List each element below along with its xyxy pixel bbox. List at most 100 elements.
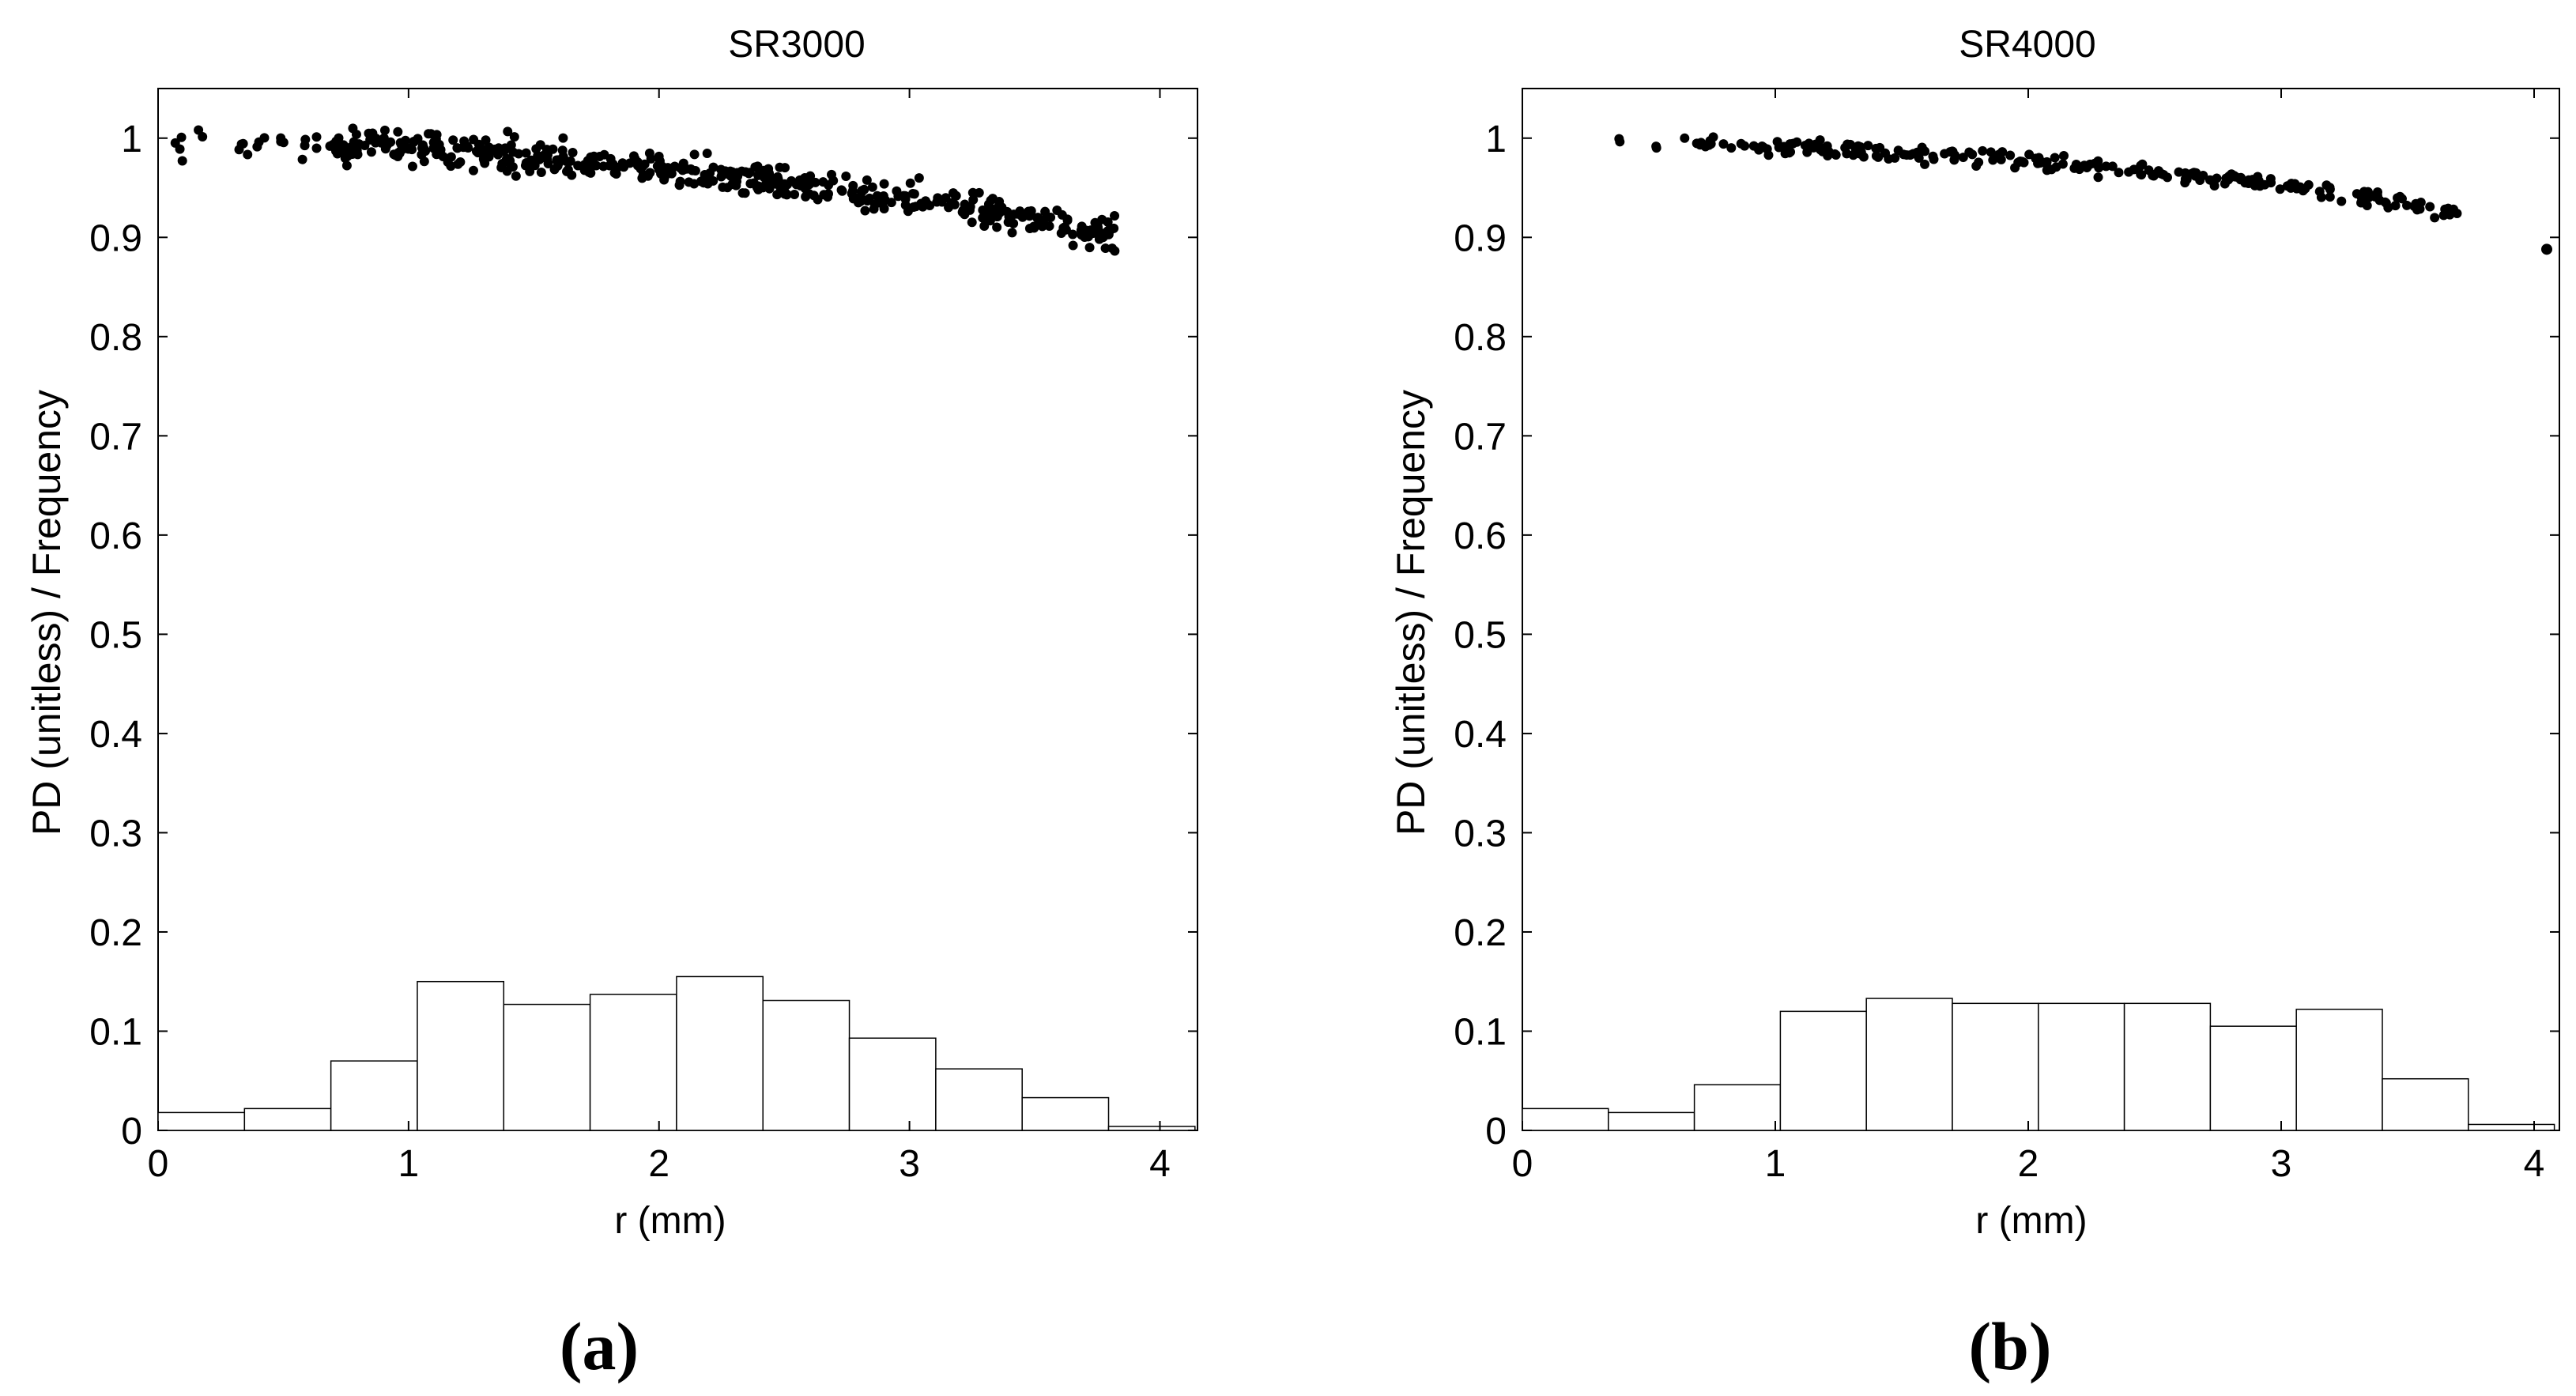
scatter-point [481, 135, 491, 145]
scatter-point [340, 153, 350, 164]
scatter-point [851, 193, 862, 203]
scatter-point [764, 180, 775, 191]
scatter-point [409, 137, 419, 147]
scatter-point [198, 132, 208, 142]
scatter-point [2010, 163, 2020, 173]
scatter-point [879, 204, 889, 214]
histogram-bar [243, 1107, 332, 1131]
scatter-point [860, 206, 870, 216]
scatter-point [1920, 159, 1930, 169]
y-tick-label: 0.9 [89, 217, 142, 259]
scatter-point [1871, 151, 1881, 161]
scatter-point [790, 190, 800, 200]
scatter-point [699, 178, 709, 188]
scatter-point [2159, 169, 2169, 179]
scatter-point [243, 149, 253, 160]
scatter-point [1052, 205, 1062, 215]
scatter-point [2093, 156, 2103, 166]
x-tick-label: 3 [899, 1143, 920, 1185]
scatter-point [869, 204, 879, 214]
scatter-point [775, 162, 785, 172]
scatter-point [393, 126, 403, 137]
scatter-point [619, 162, 629, 172]
scatter-point [455, 157, 466, 167]
x-axis-label: r (mm) [614, 1200, 726, 1242]
scatter-point [567, 170, 577, 180]
scatter-point [1754, 145, 1764, 155]
histogram-bar [2038, 1002, 2125, 1131]
scatter-point [749, 178, 759, 188]
scatter-point [343, 144, 353, 154]
scatter-point [1040, 206, 1050, 217]
scatter-point [992, 222, 1002, 232]
scatter-point [1028, 221, 1039, 232]
scatter-point [1967, 149, 1978, 160]
scatter-point [521, 148, 531, 158]
scatter-point [438, 151, 448, 161]
scatter-point [297, 154, 307, 164]
scatter-point [1094, 234, 1104, 244]
scatter-point [1740, 141, 1750, 151]
y-tick-label: 0.3 [89, 813, 142, 855]
scatter-point [2440, 204, 2450, 214]
scatter-point [407, 161, 417, 172]
scatter-point [914, 173, 924, 183]
scatter-point [2074, 164, 2084, 175]
histogram-bar [2295, 1009, 2383, 1131]
scatter-point [2024, 149, 2035, 160]
scatter-point [1068, 240, 1078, 251]
y-tick-label: 0.8 [89, 317, 142, 359]
scatter-point [1880, 148, 1891, 158]
histogram-bar [1865, 998, 1953, 1131]
scatter-point [2136, 169, 2146, 179]
scatter-point [434, 139, 444, 149]
scatter-point [2430, 213, 2440, 223]
scatter-point [508, 147, 519, 157]
scatter-point [2005, 150, 2016, 160]
histogram-bar [1021, 1096, 1110, 1131]
y-tick-label: 0.7 [89, 416, 142, 458]
scatter-point [177, 156, 187, 166]
scatter-point [1899, 149, 1909, 160]
scatter-point [1831, 149, 1841, 160]
scatter-point [573, 160, 583, 171]
x-tick-label: 2 [648, 1143, 669, 1185]
scatter-point [1940, 149, 1950, 159]
scatter-point [331, 145, 341, 156]
x-tick-label: 0 [148, 1143, 169, 1185]
scatter-point [579, 165, 590, 175]
scatter-point [1850, 145, 1861, 155]
scatter-point [1949, 155, 1959, 165]
scatter-point [2275, 184, 2285, 194]
scatter-point [782, 189, 792, 199]
scatter-point [847, 186, 858, 196]
scatter-point [2035, 158, 2045, 168]
scatter-point [909, 189, 919, 199]
scatter-point [448, 135, 458, 145]
histogram-bar [1693, 1084, 1782, 1131]
scatter-point [475, 148, 485, 158]
scatter-point [2190, 171, 2201, 181]
y-axis-label: PD (unitless) / Frequency [1389, 390, 1433, 836]
histogram-bar [1779, 1010, 1867, 1131]
histogram [1522, 998, 2555, 1131]
scatter-point [1695, 140, 1705, 150]
scatter-point [949, 199, 960, 209]
scatter-point [300, 141, 310, 151]
histogram-bar [1522, 1107, 1609, 1131]
scatter-point [937, 197, 947, 207]
scatter-point [2356, 198, 2367, 208]
scatter-point [446, 152, 456, 162]
scatter-point [646, 153, 656, 164]
scatter-point [1058, 223, 1069, 233]
y-tick-label: 0.4 [89, 714, 142, 756]
y-tick-label: 0.1 [1454, 1011, 1507, 1053]
scatter-point [1991, 152, 2001, 162]
scatter-point [886, 198, 896, 208]
histogram-bar [1952, 1002, 2039, 1131]
scatter-point [389, 149, 399, 160]
scatter-point [1093, 222, 1103, 232]
scatter-point [351, 130, 361, 140]
scatter-point [837, 186, 847, 196]
